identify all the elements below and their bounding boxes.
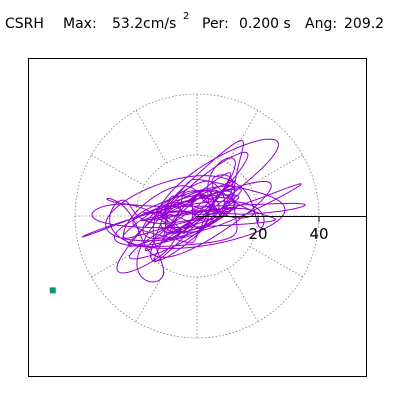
period-label: Per: bbox=[202, 16, 229, 32]
max-unit: cm/s bbox=[143, 16, 177, 32]
trace-path bbox=[81, 138, 306, 283]
period-value: 0.200 s bbox=[239, 16, 291, 32]
station-code: CSRH bbox=[5, 16, 44, 32]
angle-value: 209.2 bbox=[344, 16, 385, 32]
grid-spoke-60 bbox=[227, 110, 259, 164]
max-unit-exponent: 2 bbox=[183, 11, 190, 22]
plot-header: CSRH Max: 53.2 cm/s 2 Per: 0.200 s Ang: … bbox=[0, 0, 400, 36]
max-value: 53.2 bbox=[112, 16, 144, 32]
grid-spoke-240 bbox=[135, 268, 167, 322]
grid-spoke-210 bbox=[91, 246, 145, 278]
angle-label: Ang: bbox=[305, 16, 338, 32]
grid-spoke-300 bbox=[227, 268, 259, 322]
grid-spoke-120 bbox=[135, 110, 167, 164]
peak-marker bbox=[49, 287, 56, 294]
max-label: Max: bbox=[63, 16, 97, 32]
plot-frame bbox=[28, 58, 367, 377]
motion-trace bbox=[81, 138, 306, 283]
tick-label-20: 20 bbox=[248, 225, 267, 243]
grid-spoke-330 bbox=[249, 246, 303, 278]
grid-spoke-150 bbox=[91, 154, 145, 186]
grid-spoke-30 bbox=[249, 154, 303, 186]
tick-label-40: 40 bbox=[309, 225, 328, 243]
